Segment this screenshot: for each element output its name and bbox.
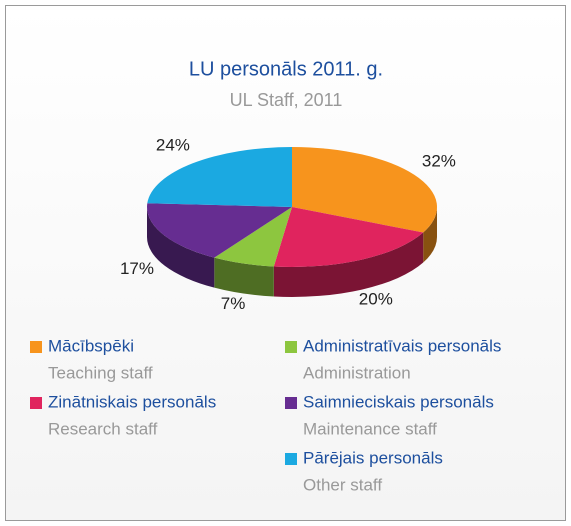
legend-swatch: [285, 341, 297, 353]
legend-sublabel: Other staff: [303, 475, 382, 494]
legend-sublabel: Research staff: [48, 419, 158, 438]
data-label: 20%: [359, 290, 393, 309]
slice: [292, 147, 437, 233]
slice: [273, 207, 424, 267]
slice-side: [273, 232, 424, 297]
legend-sublabel: Administration: [303, 363, 411, 382]
slice-side: [423, 207, 437, 263]
data-label: 7%: [221, 294, 246, 313]
slice-side: [147, 207, 215, 288]
data-label: 32%: [422, 151, 456, 170]
legend-label: Saimnieciskais personāls: [303, 392, 494, 411]
slice: [146, 203, 292, 258]
slice: [214, 207, 292, 267]
legend-swatch: [285, 453, 297, 465]
legend-swatch: [285, 397, 297, 409]
legend-label: Administratīvais personāls: [303, 336, 501, 355]
legend-swatch: [30, 397, 42, 409]
legend-label: Pārējais personāls: [303, 448, 443, 467]
legend-label: Zinātniskais personāls: [48, 392, 216, 411]
legend-label: Mācībspēki: [48, 336, 134, 355]
data-label: 24%: [156, 135, 190, 154]
legend-swatch: [30, 341, 42, 353]
legend-sublabel: Teaching staff: [48, 363, 153, 382]
chart-title: LU personāls 2011. g.: [189, 58, 383, 80]
slice-side: [214, 257, 274, 297]
chart-subtitle: UL Staff, 2011: [230, 90, 343, 110]
slice: [147, 147, 292, 207]
legend-sublabel: Maintenance staff: [303, 419, 437, 438]
data-label: 17%: [120, 259, 154, 278]
